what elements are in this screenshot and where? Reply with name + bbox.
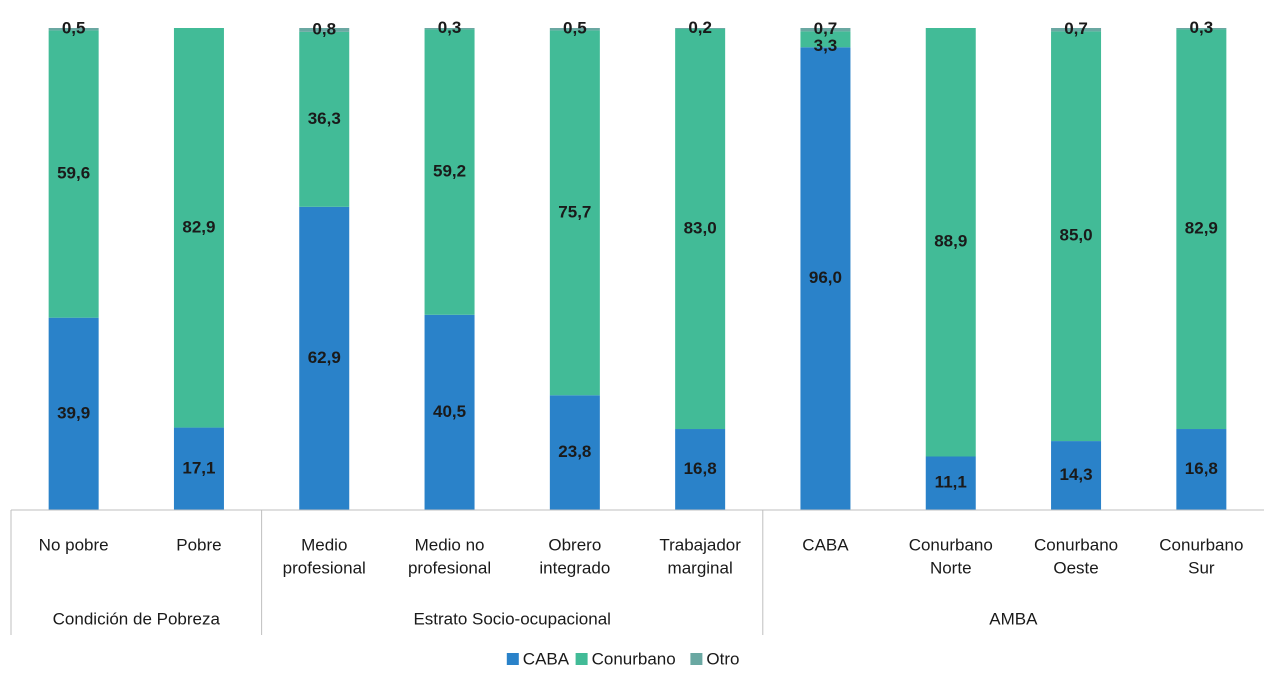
data-label: 14,3 [1060, 465, 1093, 484]
bar-segment [675, 28, 726, 29]
bar-segment [1051, 28, 1102, 32]
data-label: 85,0 [1060, 226, 1093, 245]
bar-segment [549, 28, 600, 31]
x-tick-label: Pobre [176, 535, 221, 554]
x-tick-label: integrado [539, 558, 610, 577]
data-label: 16,8 [684, 459, 717, 478]
legend-swatch [690, 653, 703, 665]
bar-segment [48, 28, 99, 31]
data-label: 3,3 [814, 36, 838, 55]
bar-segment [675, 429, 726, 510]
x-tick-label: profesional [283, 558, 366, 577]
bar-segment [800, 31, 851, 48]
group-label: AMBA [989, 609, 1038, 628]
legend-label: Conurbano [592, 649, 676, 668]
data-label: 88,9 [934, 232, 967, 251]
data-label: 16,8 [1185, 459, 1218, 478]
x-tick-label: Medio no [415, 535, 485, 554]
x-tick-label: Oeste [1053, 558, 1098, 577]
x-tick-label: CABA [802, 535, 849, 554]
bar-segment [48, 30, 99, 318]
bar-segment [424, 28, 475, 30]
data-label: 59,2 [433, 162, 466, 181]
x-tick-label: Norte [930, 558, 972, 577]
data-label: 82,9 [182, 217, 215, 236]
data-label: 0,2 [688, 18, 712, 37]
bar-segment [173, 28, 224, 428]
data-label: 0,7 [814, 19, 838, 38]
bar-segment [299, 206, 350, 510]
data-label: 0,7 [1064, 19, 1088, 38]
data-label: 0,8 [312, 19, 336, 38]
bar-segment [925, 28, 976, 457]
x-tick-label: Conurbano [1034, 535, 1118, 554]
data-label: 83,0 [684, 218, 717, 237]
bar-segment [800, 47, 851, 510]
bar-segment [299, 31, 350, 207]
x-tick-label: marginal [668, 558, 733, 577]
data-label: 0,3 [1190, 18, 1214, 37]
bar-segment [1176, 429, 1227, 510]
legend-label: CABA [523, 649, 570, 668]
group-label: Estrato Socio-ocupacional [413, 609, 611, 628]
data-label: 0,3 [438, 18, 462, 37]
bar-segment [1176, 29, 1227, 430]
bar-segment [925, 456, 976, 510]
data-label: 0,5 [563, 19, 587, 38]
data-label: 59,6 [57, 164, 90, 183]
x-tick-label: Conurbano [909, 535, 993, 554]
data-label: 62,9 [308, 348, 341, 367]
bar-segment [549, 395, 600, 510]
bar-segment [173, 427, 224, 510]
bar-segment [549, 30, 600, 396]
x-tick-label: No pobre [39, 535, 109, 554]
x-tick-label: profesional [408, 558, 491, 577]
bar-segment [800, 28, 851, 32]
data-label: 40,5 [433, 402, 466, 421]
data-label: 75,7 [558, 202, 591, 221]
data-label: 36,3 [308, 109, 341, 128]
bar-segment [424, 314, 475, 510]
legend-label: Otro [706, 649, 739, 668]
bar-segment [48, 317, 99, 510]
x-tick-label: Sur [1188, 558, 1215, 577]
x-tick-label: Conurbano [1159, 535, 1243, 554]
group-label: Condición de Pobreza [53, 609, 221, 628]
data-label: 39,9 [57, 403, 90, 422]
bar-segment [1176, 28, 1227, 30]
bar-segment [424, 29, 475, 315]
data-label: 96,0 [809, 268, 842, 287]
data-label: 11,1 [935, 473, 967, 492]
data-label: 0,5 [62, 19, 86, 38]
bar-segment [675, 28, 726, 430]
bar-segment [1051, 31, 1102, 442]
bar-segment [1051, 441, 1102, 510]
data-label: 23,8 [558, 442, 591, 461]
data-label: 17,1 [182, 458, 215, 477]
legend-swatch [575, 653, 588, 665]
legend-swatch [506, 653, 519, 665]
data-label: 82,9 [1185, 219, 1218, 238]
x-tick-label: Obrero [548, 535, 601, 554]
bar-segment [299, 28, 350, 32]
x-tick-label: Medio [301, 535, 347, 554]
x-tick-label: Trabajador [659, 535, 741, 554]
